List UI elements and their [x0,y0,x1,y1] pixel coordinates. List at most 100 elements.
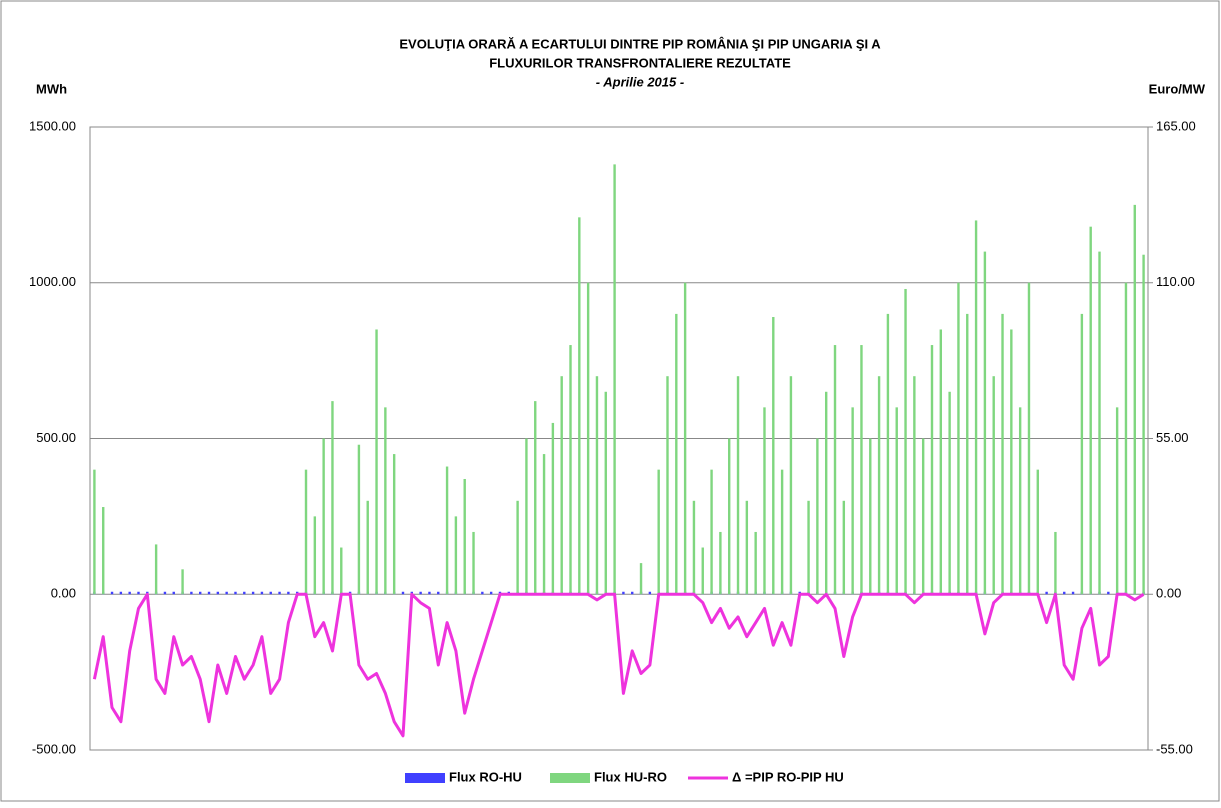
bar [1010,329,1013,595]
bar [904,288,907,595]
bar [357,444,361,595]
bar [551,422,555,595]
bar [595,376,599,595]
bar [366,500,369,595]
bar [622,591,625,595]
bar [1027,282,1031,595]
legend-label: Δ =PIP RO-PIP HU [732,769,844,784]
bar [313,516,317,595]
legend-label: Flux RO-HU [449,769,522,784]
bar [251,591,255,595]
bar [736,376,740,595]
bar [1115,407,1119,595]
bar [930,345,934,595]
bar [639,563,643,595]
bar [489,591,493,595]
bar [331,401,334,595]
bar [1018,407,1022,595]
bar [833,345,837,595]
bar [1045,591,1048,595]
bar [93,469,96,595]
bar [754,531,757,595]
bar [921,438,925,595]
bar [578,217,581,595]
y-tick-label: 1500.00 [29,118,76,133]
bar [1054,531,1057,595]
y-tick-label: -500.00 [32,741,76,756]
bar [613,164,616,595]
bar [1063,591,1066,595]
bar [340,547,343,595]
bar [745,500,749,595]
legend-label: Flux HU-RO [594,769,667,784]
bar [604,391,607,595]
bar [243,591,246,595]
bar [534,401,537,595]
bar [1142,254,1145,595]
chart-subtitle: - Aprilie 2015 - [596,74,684,89]
bar [199,591,202,595]
bar [710,469,713,595]
bar [692,500,696,595]
bar [869,438,872,595]
bar [154,544,158,595]
bar [392,454,396,595]
bar [860,345,863,595]
y2-tick-label: 165.00 [1156,118,1196,133]
bar [586,282,590,595]
bar [1089,226,1092,595]
bar [569,345,572,595]
bar [163,591,167,595]
bar [445,466,449,595]
bar [913,376,916,595]
bar [322,438,325,595]
bar [190,591,193,595]
bar [666,376,669,595]
y2-axis-label: Euro/MW [1149,81,1206,96]
bar [172,591,175,595]
bar [216,591,220,595]
bar [1071,591,1075,595]
bar [234,591,237,595]
bar [1133,204,1136,595]
bar [225,591,228,595]
bar [419,591,422,595]
bar [1001,313,1004,595]
bar [119,591,123,595]
bar [181,569,184,595]
bar [772,317,775,595]
bar [454,516,458,595]
bar [842,500,846,595]
bar [763,407,766,595]
bar [851,407,854,595]
bar [895,407,898,595]
legend-swatch [550,773,590,783]
bar [1098,251,1101,595]
bar [939,329,943,595]
y-tick-label: 1000.00 [29,274,76,289]
bar [128,591,131,595]
bar [816,438,819,595]
bar [728,438,731,595]
bar [824,391,828,595]
chart-title: FLUXURILOR TRANSFRONTALIERE REZULTATE [489,55,791,70]
bar [110,591,114,595]
bar [278,591,281,595]
bar [992,376,995,595]
y2-tick-label: 55.00 [1156,430,1189,445]
bar [428,591,431,595]
bar [269,591,272,595]
bar [1036,469,1039,595]
bar [983,251,987,595]
bar [648,591,652,595]
bar [1080,313,1084,595]
bar [807,500,810,595]
bar [719,531,722,595]
bar [560,376,563,595]
bar [102,507,105,595]
bar [384,407,387,595]
bar [304,469,308,595]
bar [542,454,546,595]
